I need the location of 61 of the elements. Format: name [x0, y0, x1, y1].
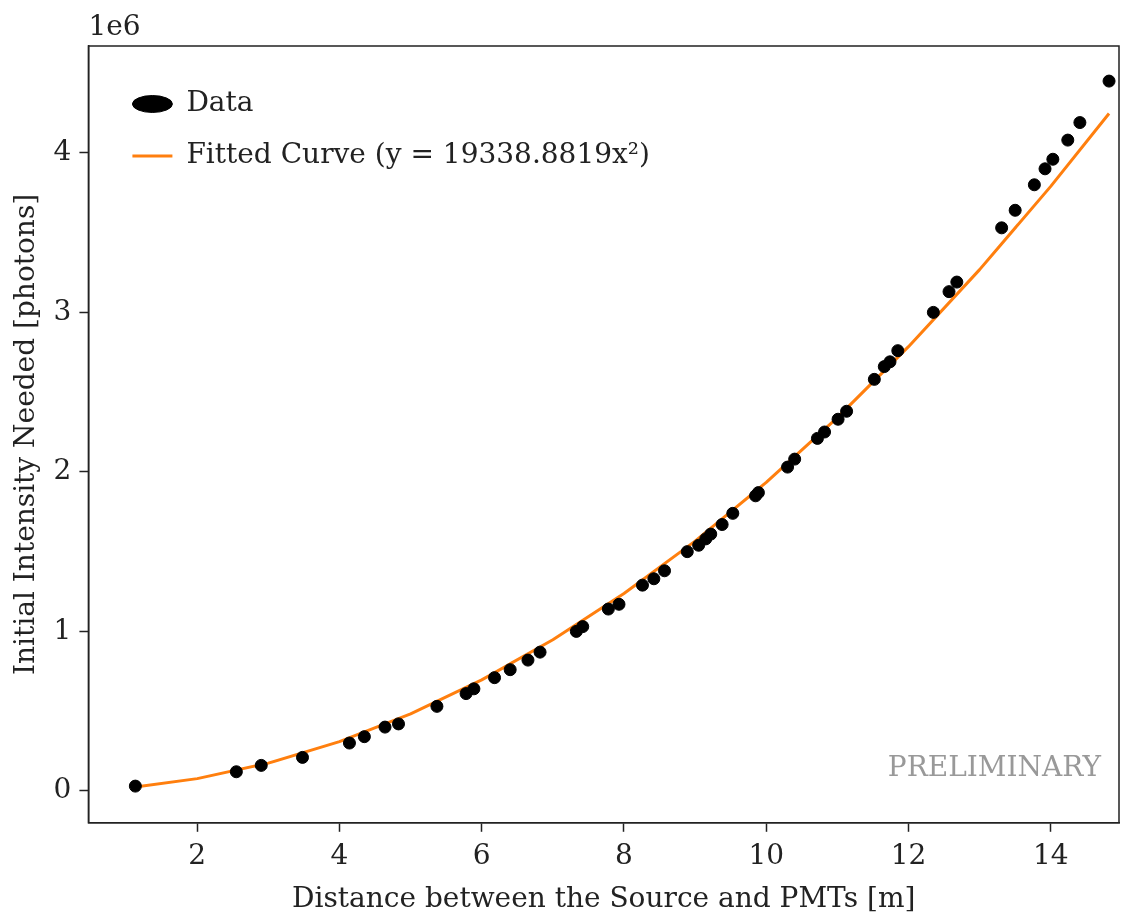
y-tick-label: 3 — [53, 293, 72, 327]
point — [503, 663, 517, 677]
point — [1061, 133, 1075, 147]
y-axis-title: Initial Intensity Needed [photons] — [8, 193, 42, 675]
point — [781, 460, 795, 474]
point — [357, 730, 371, 744]
point — [950, 275, 964, 289]
point — [128, 779, 142, 793]
point — [840, 404, 854, 418]
point — [1027, 178, 1041, 192]
point — [704, 527, 718, 541]
y-tick-label: 2 — [53, 453, 72, 487]
legend-label: Fitted Curve (y = 19338.8819x²) — [186, 137, 651, 171]
point — [647, 572, 661, 586]
x-axis-title: Distance between the Source and PMTs [m] — [291, 881, 916, 915]
text: 1e6 — [88, 9, 141, 43]
point — [612, 597, 626, 611]
point — [995, 221, 1009, 235]
point — [1102, 74, 1116, 88]
point — [533, 645, 547, 659]
point — [726, 506, 740, 520]
x-tick-label: 12 — [890, 837, 927, 871]
x-tick-label: 4 — [330, 837, 349, 871]
point — [680, 545, 694, 559]
point — [635, 578, 649, 592]
point — [430, 699, 444, 713]
legend-label: Data — [186, 85, 254, 119]
point — [942, 285, 956, 299]
point — [715, 518, 729, 532]
point — [891, 344, 905, 358]
point — [1073, 116, 1087, 130]
point — [867, 372, 881, 386]
y-tick-label: 1 — [53, 612, 72, 646]
annotation: PRELIMINARY — [887, 750, 1102, 784]
point — [521, 653, 535, 667]
point — [488, 671, 502, 685]
x-tick-label: 8 — [615, 837, 633, 871]
point — [1008, 203, 1022, 217]
x-tick-label: 6 — [472, 837, 491, 871]
point — [342, 736, 356, 750]
point — [576, 620, 590, 634]
point — [392, 717, 406, 731]
point — [296, 750, 309, 764]
point — [1038, 162, 1052, 176]
point — [378, 720, 392, 734]
point — [1046, 152, 1060, 166]
point — [229, 765, 243, 779]
point — [658, 564, 672, 578]
x-tick-label: 2 — [188, 837, 207, 871]
point — [831, 412, 845, 426]
point — [818, 425, 832, 439]
y-tick-label: 0 — [53, 772, 72, 806]
point — [254, 758, 268, 772]
point — [601, 602, 615, 616]
x-tick-label: 14 — [1032, 837, 1069, 871]
y-tick-label: 4 — [53, 134, 72, 168]
point — [467, 682, 481, 696]
point — [788, 452, 802, 466]
point — [926, 305, 940, 319]
point — [883, 355, 897, 369]
x-tick-label: 10 — [748, 837, 785, 871]
